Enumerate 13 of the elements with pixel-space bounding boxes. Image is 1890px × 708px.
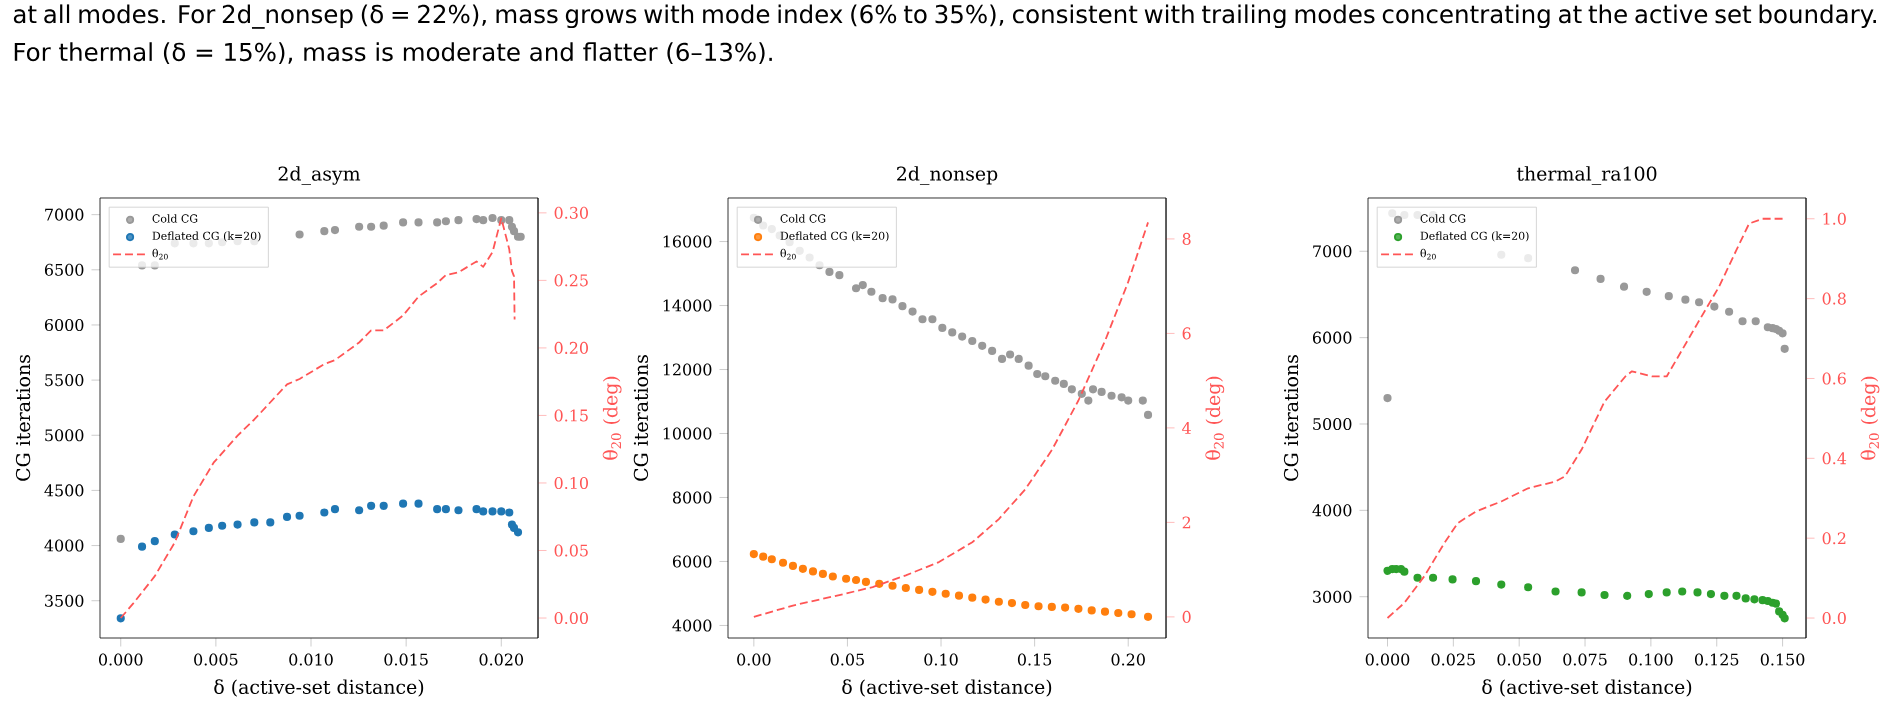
text: at all modes. For 2d_nonsep (δ = 22%), mass grows with mode index (6% to 35%), consistent with trailing modes concentrating at the active set boundary. For thermal (δ = 15%), mass is moderate and flatter (6–13%). <box>13 4 1876 65</box>
x-axis-title: δ (active-set distance) <box>214 679 424 697</box>
x-axis-title: δ (active-set distance) <box>1482 679 1692 697</box>
chart-title: 2d_nonsep <box>897 166 998 185</box>
y2-axis-title: θ$_{20}$ (deg) <box>602 376 622 460</box>
y-axis-title: CG iterations <box>15 355 31 481</box>
chart-title: thermal_ra100 <box>1516 166 1657 185</box>
chart-title: 2d_asym <box>278 166 361 185</box>
y-axis-title: CG iterations <box>633 355 649 481</box>
y2-axis-title: θ$_{20}$ (deg) <box>1860 376 1880 460</box>
x-axis-title: δ (active-set distance) <box>842 679 1052 697</box>
y2-axis-title: θ$_{20}$ (deg) <box>1205 376 1225 460</box>
y-axis-title: CG iterations <box>1283 355 1299 481</box>
